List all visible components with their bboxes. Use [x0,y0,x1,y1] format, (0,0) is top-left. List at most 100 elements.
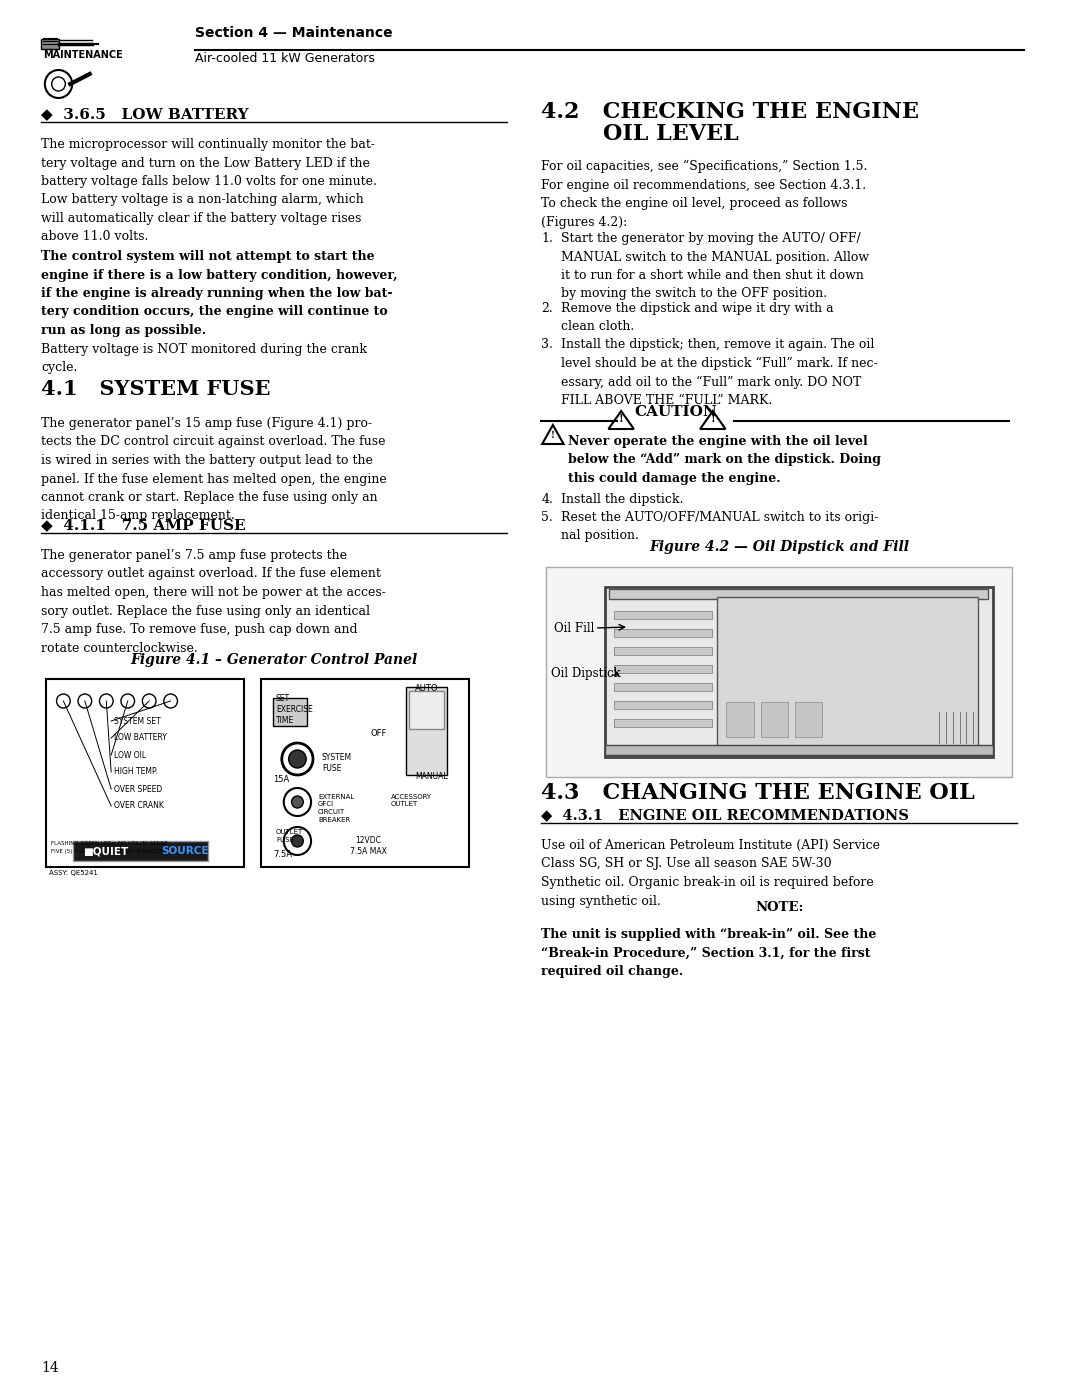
Polygon shape [700,411,726,429]
Bar [408,692,444,729]
Bar [73,841,207,861]
Circle shape [56,694,70,708]
Bar [261,679,469,868]
Text: ACCESSORY
OUTLET: ACCESSORY OUTLET [391,793,432,807]
Bar [41,39,58,49]
Text: Install the dipstick; then, remove it again. The oil
level should be at the dips: Install the dipstick; then, remove it ag… [561,338,877,408]
Text: FIVE (5) FLASHING RED LEDS= EXERCISER NOT SET: FIVE (5) FLASHING RED LEDS= EXERCISER NO… [51,849,192,854]
Text: Oil Fill: Oil Fill [554,622,594,636]
Text: SYSTEM SET: SYSTEM SET [114,717,161,725]
Bar [727,703,754,738]
Text: !: ! [711,414,715,425]
Text: The control system will not attempt to start the
engine if there is a low batter: The control system will not attempt to s… [41,250,397,337]
Text: The microprocessor will continually monitor the bat-
tery voltage and turn on th: The microprocessor will continually moni… [41,138,377,243]
Text: OIL LEVEL: OIL LEVEL [541,123,739,145]
Bar [615,683,712,692]
Text: OVER CRANK: OVER CRANK [114,802,164,810]
Circle shape [164,694,177,708]
Circle shape [78,694,92,708]
Text: 12VDC
7.5A MAX: 12VDC 7.5A MAX [350,835,387,856]
Circle shape [284,827,311,855]
Bar [615,665,712,673]
Circle shape [45,70,72,98]
Bar [546,567,1012,777]
Text: LOW OIL: LOW OIL [114,750,146,760]
Text: OVER SPEED: OVER SPEED [114,785,162,793]
Text: For oil capacities, see “Specifications,” Section 1.5.
For engine oil recommenda: For oil capacities, see “Specifications,… [541,161,867,229]
Bar [615,701,712,710]
Text: ■QUIET: ■QUIET [83,847,129,856]
Text: The generator panel’s 7.5 amp fuse protects the
accessory outlet against overloa: The generator panel’s 7.5 amp fuse prote… [41,549,386,655]
Circle shape [284,788,311,816]
Text: ◆  3.6.5   LOW BATTERY: ◆ 3.6.5 LOW BATTERY [41,108,248,122]
Bar [605,587,993,757]
Circle shape [143,694,156,708]
Text: 4.1   SYSTEM FUSE: 4.1 SYSTEM FUSE [41,379,270,400]
Circle shape [52,77,65,91]
Text: 4.: 4. [541,493,553,506]
Text: Section 4 — Maintenance: Section 4 — Maintenance [195,27,393,41]
Text: !: ! [551,432,555,440]
Text: 2.: 2. [541,302,553,314]
Text: Air-cooled 11 kW Generators: Air-cooled 11 kW Generators [195,52,375,66]
Text: EXTERNAL
GFCI
CIRCUIT
BREAKER: EXTERNAL GFCI CIRCUIT BREAKER [318,793,354,823]
Text: FLASHING GREEN LED= NO UTILITY SENSE: FLASHING GREEN LED= NO UTILITY SENSE [51,841,167,847]
Text: 4.3   CHANGING THE ENGINE OIL: 4.3 CHANGING THE ENGINE OIL [541,782,975,805]
Bar [406,687,447,775]
Text: SOURCE: SOURCE [161,847,208,856]
Text: CAUTION: CAUTION [634,405,717,419]
Text: SYSTEM
FUSE: SYSTEM FUSE [322,753,352,773]
Text: OUTLET
FUSE: OUTLET FUSE [276,828,303,842]
Text: 7.5A: 7.5A [273,849,292,859]
Circle shape [282,743,313,775]
Circle shape [292,835,303,847]
Text: The generator panel’s 15 amp fuse (Figure 4.1) pro-
tects the DC control circuit: The generator panel’s 15 amp fuse (Figur… [41,416,387,522]
Text: 15A: 15A [273,775,289,784]
Text: LOW BATTERY: LOW BATTERY [114,733,167,742]
Bar [795,703,822,738]
Bar [605,745,993,754]
Text: 3.: 3. [541,338,553,351]
Bar [615,629,712,637]
Text: ◆  4.1.1   7.5 AMP FUSE: ◆ 4.1.1 7.5 AMP FUSE [41,518,245,532]
Text: Figure 4.1 – Generator Control Panel: Figure 4.1 – Generator Control Panel [131,652,418,666]
Bar [760,703,788,738]
Text: Reset the AUTO/OFF/MANUAL switch to its origi-
nal position.: Reset the AUTO/OFF/MANUAL switch to its … [561,511,878,542]
Text: !: ! [619,414,623,425]
Text: Figure 4.2 — Oil Dipstick and Fill: Figure 4.2 — Oil Dipstick and Fill [649,541,909,555]
Text: SET
EXERCISE
TIME: SET EXERCISE TIME [276,694,313,725]
Text: 4.2   CHECKING THE ENGINE: 4.2 CHECKING THE ENGINE [541,101,919,123]
Bar [615,647,712,655]
Text: Use oil of American Petroleum Institute (API) Service
Class SG, SH or SJ. Use al: Use oil of American Petroleum Institute … [541,840,880,908]
Circle shape [121,694,135,708]
Polygon shape [542,425,564,444]
Text: HIGH TEMP.: HIGH TEMP. [114,767,158,777]
Bar [717,597,978,747]
Text: 1.: 1. [541,232,553,244]
Circle shape [292,796,303,807]
Text: NOTE:: NOTE: [755,901,804,914]
Circle shape [288,750,307,768]
Text: ◆  4.3.1   ENGINE OIL RECOMMENDATIONS: ◆ 4.3.1 ENGINE OIL RECOMMENDATIONS [541,807,909,821]
Text: AUTO: AUTO [416,685,438,693]
Text: OFF: OFF [370,729,387,738]
Text: Never operate the engine with the oil level
below the “Add” mark on the dipstick: Never operate the engine with the oil le… [568,434,881,485]
Text: 14: 14 [41,1361,58,1375]
Circle shape [99,694,113,708]
Bar [609,590,988,599]
Text: MAINTENANCE: MAINTENANCE [43,50,123,60]
Text: The unit is supplied with “break-in” oil. See the
“Break-in Procedure,” Section : The unit is supplied with “break-in” oil… [541,928,877,978]
Polygon shape [608,411,634,429]
Text: Battery voltage is NOT monitored during the crank
cycle.: Battery voltage is NOT monitored during … [41,344,367,374]
Bar [615,719,712,726]
Bar [615,610,712,619]
Text: Install the dipstick.: Install the dipstick. [561,493,683,506]
Bar [273,698,307,726]
Text: Start the generator by moving the AUTO/ OFF/
MANUAL switch to the MANUAL positio: Start the generator by moving the AUTO/ … [561,232,868,300]
Bar [45,679,244,868]
Text: MANUAL: MANUAL [416,773,448,781]
Text: Oil Dipstick: Oil Dipstick [551,666,621,680]
Text: Remove the dipstick and wipe it dry with a
clean cloth.: Remove the dipstick and wipe it dry with… [561,302,834,334]
Text: ASSY: QE5241: ASSY: QE5241 [49,870,97,876]
Text: 5.: 5. [541,511,553,524]
